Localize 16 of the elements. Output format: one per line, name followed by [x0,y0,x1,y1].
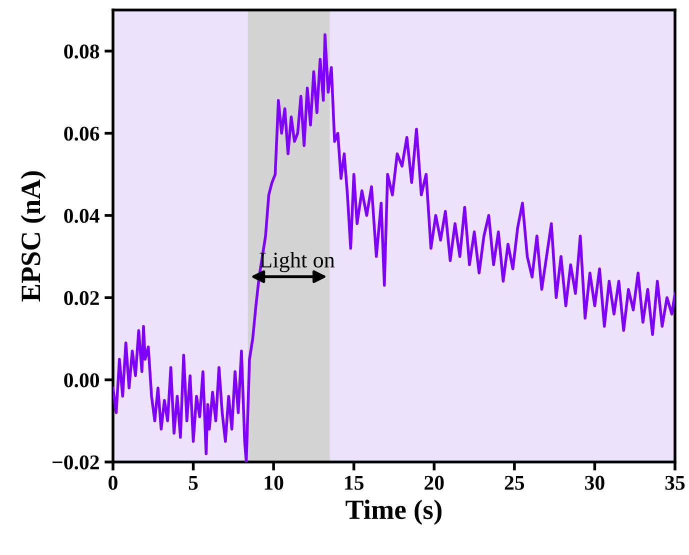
x-tick-label: 30 [585,476,604,490]
x-tick-label: 5 [188,476,198,490]
x-tick-label: 15 [345,476,364,490]
y-tick-label: 0.02 [64,291,99,306]
y-tick-label: 0.04 [64,208,100,223]
y-tick-label: −0.02 [52,455,99,470]
y-tick-label: 0.00 [64,373,100,388]
y-tick-label: 0.06 [64,126,100,141]
x-tick-label: 10 [264,476,284,490]
x-tick-label: 20 [424,476,444,490]
x-axis-title: Time (s) [346,500,442,525]
y-axis-title: EPSC (nA) [20,171,46,302]
x-tick-label: 25 [504,476,524,490]
x-tick-label: 35 [665,476,685,490]
y-tick-label: 0.08 [64,44,100,59]
x-tick-label: 0 [108,476,118,490]
